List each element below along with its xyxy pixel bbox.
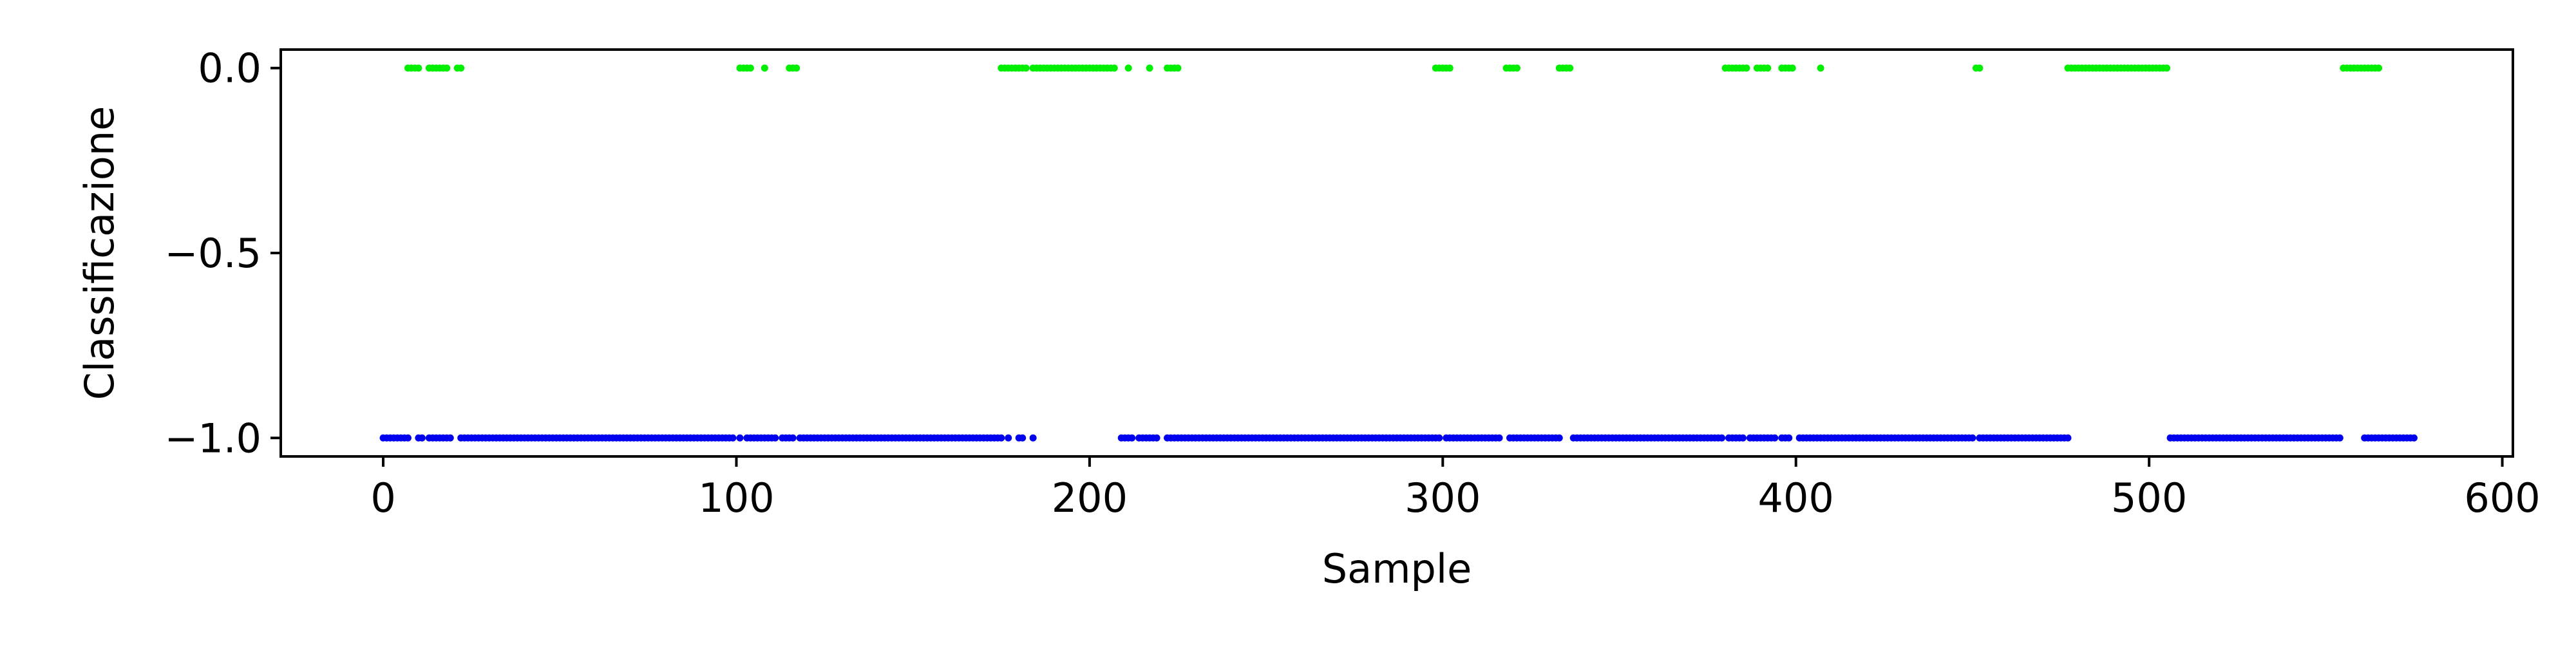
data-point xyxy=(457,64,465,72)
data-point xyxy=(2410,434,2418,442)
x-tick-label: 0 xyxy=(370,474,395,521)
data-point xyxy=(761,64,768,72)
data-point xyxy=(415,64,422,72)
data-point xyxy=(1555,434,1563,442)
data-point xyxy=(418,434,426,442)
x-tick-label: 600 xyxy=(2464,474,2540,521)
data-point xyxy=(1435,434,1443,442)
y-tick-label: −0.5 xyxy=(164,230,261,277)
data-point xyxy=(1174,64,1182,72)
data-point xyxy=(1969,434,1976,442)
data-point xyxy=(1817,64,1824,72)
y-tick-label: 0.0 xyxy=(198,45,261,92)
x-tick-label: 400 xyxy=(1758,474,1834,521)
data-point xyxy=(1718,434,1726,442)
data-point xyxy=(1743,64,1750,72)
series-1 xyxy=(379,434,2418,442)
data-point xyxy=(2336,434,2344,442)
data-point xyxy=(1785,434,1793,442)
x-tick-label: 300 xyxy=(1405,474,1481,521)
data-point xyxy=(736,434,744,442)
data-point xyxy=(1764,64,1772,72)
y-tick-label: −1.0 xyxy=(164,415,261,462)
data-point xyxy=(1976,64,1984,72)
series-0 xyxy=(404,64,2383,72)
axis-ticks-layer: 0 100 200 300 400 500 600 0.0 −0.5 −1.0 xyxy=(164,45,2540,521)
data-point xyxy=(2163,64,2171,72)
data-points-layer xyxy=(379,64,2418,442)
x-tick-label: 500 xyxy=(2111,474,2187,521)
data-point xyxy=(1513,64,1520,72)
data-point xyxy=(1146,64,1153,72)
y-axis-label: Classificazione xyxy=(76,106,123,400)
data-point xyxy=(443,64,451,72)
data-point xyxy=(729,434,737,442)
data-point xyxy=(1566,64,1574,72)
data-point xyxy=(1029,434,1037,442)
data-point xyxy=(446,434,454,442)
data-point xyxy=(1446,64,1454,72)
data-point xyxy=(2064,434,2072,442)
data-point xyxy=(1128,434,1136,442)
data-point xyxy=(772,434,779,442)
data-point xyxy=(1771,434,1779,442)
data-point xyxy=(1153,434,1160,442)
data-point xyxy=(2375,64,2383,72)
data-point xyxy=(998,434,1005,442)
data-point xyxy=(1495,434,1503,442)
data-point xyxy=(1124,64,1132,72)
data-point xyxy=(1005,434,1012,442)
x-tick-label: 100 xyxy=(698,474,774,521)
data-point xyxy=(1019,434,1027,442)
data-point xyxy=(746,64,754,72)
data-point xyxy=(789,434,797,442)
data-point xyxy=(1788,64,1796,72)
x-axis-label: Sample xyxy=(1322,545,1472,592)
data-point xyxy=(404,434,412,442)
x-tick-label: 200 xyxy=(1052,474,1128,521)
data-point xyxy=(1739,434,1747,442)
data-point xyxy=(1022,64,1030,72)
data-point xyxy=(1110,64,1118,72)
data-point xyxy=(793,64,800,72)
